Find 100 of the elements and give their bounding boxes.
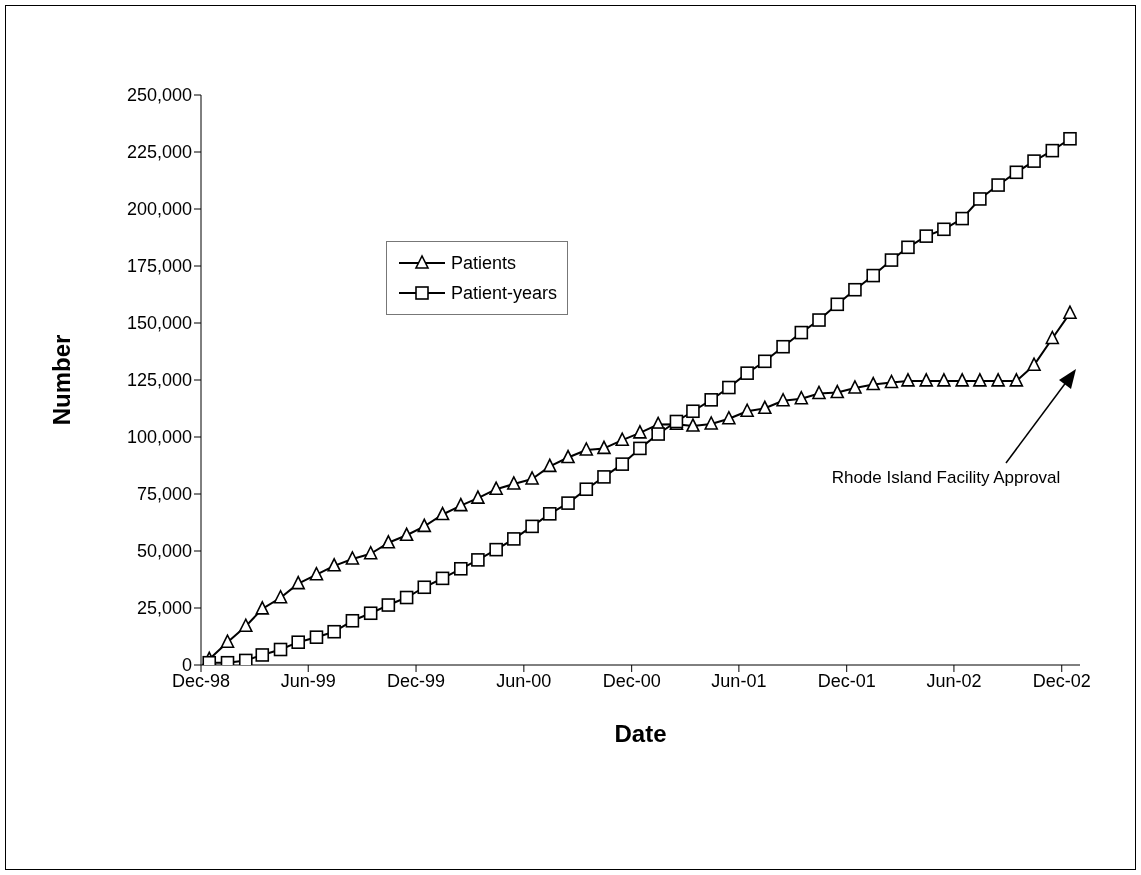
point: [327, 558, 341, 572]
point: [363, 606, 378, 621]
point: [740, 366, 754, 380]
x-tick-label: Jun-02: [926, 670, 982, 691]
y-tick-label: 225,000: [126, 142, 192, 163]
point: [1063, 305, 1077, 319]
point: [273, 642, 288, 657]
point: [919, 229, 934, 243]
point: [776, 392, 790, 407]
point: [309, 566, 324, 581]
x-tick-label: Dec-99: [387, 670, 446, 691]
point: [722, 380, 736, 395]
x-tick-label: Jun-00: [496, 670, 552, 691]
point: [291, 575, 306, 590]
point: [794, 325, 809, 340]
point: [399, 590, 414, 605]
point: [1045, 330, 1060, 345]
point: [597, 470, 611, 484]
point: [507, 476, 521, 490]
point: [1009, 165, 1024, 180]
point: [866, 268, 881, 283]
point: [848, 282, 862, 297]
point: [830, 297, 845, 312]
point: [884, 253, 899, 267]
point: [417, 580, 432, 595]
point: [579, 482, 594, 497]
point: [542, 458, 557, 473]
point: [830, 384, 845, 399]
point: [1063, 131, 1077, 146]
point: [561, 496, 575, 510]
x-tick-label: Jun-99: [280, 670, 336, 691]
point: [955, 211, 969, 226]
point: [345, 613, 360, 628]
point: [489, 542, 503, 557]
point: [525, 471, 539, 485]
point: [973, 192, 987, 206]
point: [812, 313, 826, 327]
point: [901, 373, 915, 387]
y-tick-label: 25,000: [136, 598, 192, 619]
point: [901, 240, 915, 255]
x-tick-label: Dec-00: [602, 670, 661, 691]
point: [758, 354, 772, 369]
point: [542, 507, 557, 521]
x-axis-title: Date: [614, 720, 667, 747]
point: [1027, 357, 1041, 371]
point: [435, 571, 450, 586]
legend-label: Patients: [451, 252, 517, 274]
point: [615, 432, 630, 446]
point: [991, 178, 1005, 192]
point: [633, 441, 647, 456]
y-tick-label: 50,000: [136, 541, 192, 562]
point: [937, 222, 951, 237]
point: [363, 545, 378, 560]
point: [471, 490, 485, 504]
point: [525, 519, 539, 534]
point: [561, 449, 575, 464]
point: [273, 589, 288, 604]
point: [399, 527, 414, 542]
point: [597, 440, 611, 455]
point: [704, 393, 718, 407]
point: [238, 618, 253, 633]
point: [507, 532, 521, 546]
point: [454, 561, 468, 576]
point: [454, 497, 468, 512]
point: [417, 518, 432, 533]
y-tick-label: 100,000: [126, 427, 192, 448]
point: [255, 648, 270, 662]
point: [1027, 154, 1041, 168]
point: [381, 598, 396, 612]
point: [884, 374, 899, 389]
point: [776, 339, 790, 354]
point: [291, 635, 306, 649]
y-tick-label: 125,000: [126, 370, 192, 391]
y-tick-label: 150,000: [126, 313, 192, 334]
point: [255, 601, 270, 615]
point: [220, 634, 235, 648]
point: [1045, 143, 1060, 158]
point: [866, 376, 881, 391]
point: [489, 481, 503, 496]
point: [345, 551, 360, 565]
point: [471, 553, 485, 567]
point: [615, 457, 630, 471]
point: [633, 425, 647, 439]
legend-label: Patient-years: [451, 282, 558, 304]
x-tick-label: Jun-01: [711, 670, 767, 691]
point: [686, 404, 700, 419]
y-tick-label: 75,000: [136, 484, 192, 505]
point: [309, 630, 324, 644]
point: [327, 624, 341, 639]
point: [848, 380, 862, 394]
point: [435, 506, 450, 521]
point: [794, 390, 809, 405]
point: [238, 653, 253, 665]
point: [812, 385, 826, 400]
annotation: Rhode Island Facility Approval: [830, 468, 1062, 488]
y-tick-label: 175,000: [126, 256, 192, 277]
x-tick-label: Dec-02: [1032, 670, 1091, 691]
x-tick-label: Dec-01: [817, 670, 876, 691]
point: [381, 534, 396, 549]
y-axis-title: Number: [47, 334, 75, 426]
